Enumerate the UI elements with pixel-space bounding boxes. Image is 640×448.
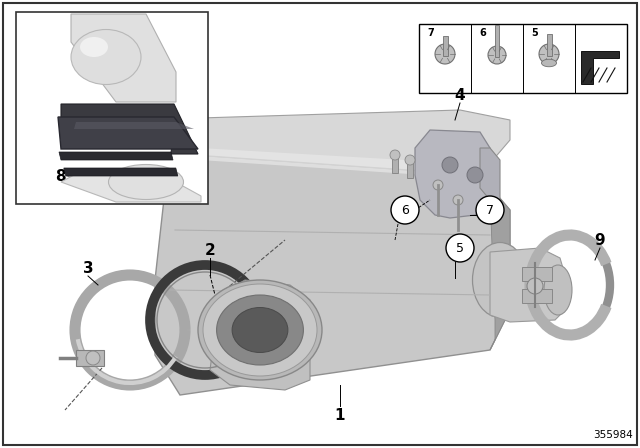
Ellipse shape bbox=[232, 307, 288, 353]
Text: 3: 3 bbox=[83, 260, 93, 276]
Bar bbox=[522, 289, 552, 303]
Text: 5: 5 bbox=[531, 28, 538, 38]
Text: 8: 8 bbox=[54, 168, 65, 184]
Polygon shape bbox=[581, 51, 619, 84]
Bar bbox=[547, 34, 552, 56]
Circle shape bbox=[391, 196, 419, 224]
Text: 9: 9 bbox=[595, 233, 605, 247]
Polygon shape bbox=[61, 104, 198, 154]
Text: 1: 1 bbox=[335, 408, 345, 422]
Text: 7: 7 bbox=[486, 203, 494, 216]
Circle shape bbox=[476, 196, 504, 224]
Ellipse shape bbox=[231, 306, 249, 318]
Polygon shape bbox=[59, 152, 173, 160]
Bar bbox=[522, 267, 552, 281]
Ellipse shape bbox=[216, 295, 303, 365]
Bar bbox=[392, 155, 398, 173]
Bar bbox=[443, 36, 448, 56]
Circle shape bbox=[467, 167, 483, 183]
Text: 5: 5 bbox=[456, 241, 464, 254]
Circle shape bbox=[405, 155, 415, 165]
Circle shape bbox=[539, 44, 559, 64]
Bar bbox=[495, 25, 499, 57]
Bar bbox=[16, 12, 208, 204]
Ellipse shape bbox=[80, 37, 108, 57]
Ellipse shape bbox=[271, 306, 289, 318]
Polygon shape bbox=[155, 155, 510, 395]
Polygon shape bbox=[195, 110, 510, 175]
Circle shape bbox=[86, 351, 100, 365]
Polygon shape bbox=[64, 168, 178, 176]
Polygon shape bbox=[415, 130, 490, 218]
Ellipse shape bbox=[541, 59, 557, 67]
Polygon shape bbox=[61, 174, 201, 202]
Text: 7: 7 bbox=[427, 28, 434, 38]
Polygon shape bbox=[200, 148, 490, 178]
Bar bbox=[419, 24, 627, 93]
Circle shape bbox=[433, 180, 443, 190]
Ellipse shape bbox=[472, 242, 527, 318]
Ellipse shape bbox=[203, 284, 317, 376]
Text: 4: 4 bbox=[454, 87, 465, 103]
Ellipse shape bbox=[544, 265, 572, 315]
Polygon shape bbox=[71, 14, 176, 102]
Ellipse shape bbox=[109, 164, 184, 199]
Polygon shape bbox=[480, 175, 510, 350]
Polygon shape bbox=[210, 280, 310, 390]
Polygon shape bbox=[74, 122, 194, 129]
Polygon shape bbox=[480, 148, 500, 200]
Bar bbox=[76, 350, 104, 366]
Circle shape bbox=[390, 150, 400, 160]
Text: 6: 6 bbox=[479, 28, 486, 38]
Circle shape bbox=[453, 195, 463, 205]
Circle shape bbox=[442, 157, 458, 173]
Ellipse shape bbox=[71, 30, 141, 85]
Ellipse shape bbox=[198, 280, 322, 380]
Circle shape bbox=[435, 44, 455, 64]
Text: 2: 2 bbox=[205, 242, 216, 258]
Circle shape bbox=[488, 46, 506, 64]
Circle shape bbox=[527, 278, 543, 294]
Polygon shape bbox=[490, 248, 565, 322]
Text: 6: 6 bbox=[401, 203, 409, 216]
Bar bbox=[407, 160, 413, 178]
Circle shape bbox=[446, 234, 474, 262]
Text: 355984: 355984 bbox=[593, 430, 633, 440]
Polygon shape bbox=[58, 117, 198, 149]
